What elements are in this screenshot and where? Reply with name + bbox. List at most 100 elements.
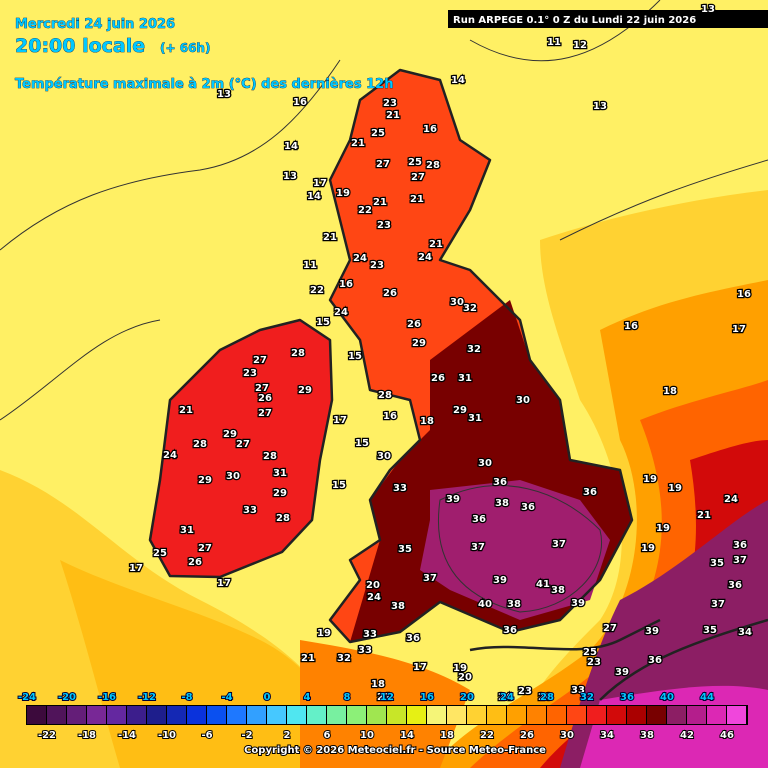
temperature-label: 13 <box>283 171 297 182</box>
temperature-label: 33 <box>393 483 407 494</box>
legend-swatch <box>107 706 126 724</box>
temperature-label: 36 <box>728 580 742 591</box>
legend-swatch <box>367 706 386 724</box>
legend-swatch <box>487 706 506 724</box>
temperature-label: 35 <box>703 625 717 636</box>
legend-swatch <box>447 706 466 724</box>
temperature-label: 19 <box>336 188 350 199</box>
temperature-label: 16 <box>293 97 307 108</box>
temperature-label: 25 <box>371 128 385 139</box>
temperature-label: 29 <box>223 429 237 440</box>
legend-bottom-label: 34 <box>600 730 614 741</box>
legend-swatch <box>627 706 646 724</box>
legend-bottom-label: 38 <box>640 730 654 741</box>
temperature-label: 33 <box>358 645 372 656</box>
temperature-label: 32 <box>467 344 481 355</box>
temperature-label: 39 <box>615 667 629 678</box>
legend-swatch <box>587 706 606 724</box>
temperature-label: 28 <box>538 692 552 703</box>
temperature-label: 30 <box>226 471 240 482</box>
legend-swatch <box>187 706 206 724</box>
temperature-label: 15 <box>348 351 362 362</box>
legend-swatch <box>167 706 186 724</box>
temperature-label: 23 <box>518 686 532 697</box>
temperature-label: 36 <box>406 633 420 644</box>
temperature-label: 16 <box>383 411 397 422</box>
temperature-label: 38 <box>391 601 405 612</box>
legend-swatch <box>127 706 146 724</box>
legend-swatch <box>667 706 686 724</box>
temperature-label: 20 <box>458 672 472 683</box>
color-scale: -24 -20 -16 -12 -8 -4 0 4 8 12 16 20 24 28 32 36 40 44-22… <box>17 691 748 742</box>
legend-top-label: 20 <box>460 692 474 703</box>
temperature-label: 17 <box>217 578 231 589</box>
temperature-label: 21 <box>410 194 424 205</box>
temperature-label: 23 <box>370 260 384 271</box>
temperature-label: 30 <box>478 458 492 469</box>
legend-top-label: 44 <box>700 692 714 703</box>
temperature-label: 16 <box>737 289 751 300</box>
temperature-label: 24 <box>353 253 367 264</box>
legend-bottom-label: -6 <box>201 730 212 741</box>
legend-top-label: 24 <box>500 692 514 703</box>
temperature-label: 27 <box>253 355 267 366</box>
legend-bottom-label: -22 <box>38 730 56 741</box>
legend-top-label: -16 <box>98 692 116 703</box>
legend-bottom-label: 14 <box>400 730 414 741</box>
legend-swatch <box>47 706 66 724</box>
legend-top-label: -24 <box>18 692 36 703</box>
legend-bottom-label: -14 <box>118 730 136 741</box>
temperature-label: 21 <box>301 653 315 664</box>
legend-swatch <box>567 706 586 724</box>
temperature-label: 21 <box>377 692 391 703</box>
temperature-label: 29 <box>198 475 212 486</box>
temperature-label: 39 <box>645 626 659 637</box>
temperature-label: 36 <box>733 540 747 551</box>
temperature-label: 21 <box>697 510 711 521</box>
temperature-label: 12 <box>573 40 587 51</box>
run-box <box>448 10 768 28</box>
temperature-label: 14 <box>307 191 321 202</box>
run-info: Run ARPEGE 0.1° 0 Z du Lundi 22 juin 202… <box>453 15 696 26</box>
temperature-label: 21 <box>323 232 337 243</box>
legend-top-label: 8 <box>344 692 351 703</box>
legend-swatch <box>607 706 626 724</box>
temperature-label: 18 <box>371 679 385 690</box>
legend-swatch <box>407 706 426 724</box>
temperature-label: 33 <box>243 505 257 516</box>
temperature-label: 26 <box>383 288 397 299</box>
temperature-label: 34 <box>738 627 752 638</box>
temperature-label: 22 <box>358 205 372 216</box>
legend-swatch <box>727 706 746 724</box>
temperature-label: 18 <box>663 386 677 397</box>
temperature-label: 15 <box>332 480 346 491</box>
legend-bottom-label: 42 <box>680 730 694 741</box>
temperature-label: 31 <box>468 413 482 424</box>
temperature-label: 24 <box>163 450 177 461</box>
temperature-label: 17 <box>333 415 347 426</box>
legend-top-label: 40 <box>660 692 674 703</box>
temperature-label: 18 <box>420 416 434 427</box>
temperature-label: 36 <box>503 625 517 636</box>
temperature-label: 33 <box>363 629 377 640</box>
legend-swatch <box>287 706 306 724</box>
temperature-label: 24 <box>418 252 432 263</box>
legend-swatch <box>527 706 546 724</box>
legend-swatch <box>387 706 406 724</box>
legend-swatch <box>707 706 726 724</box>
legend-top-label: 32 <box>580 692 594 703</box>
temperature-label: 27 <box>236 439 250 450</box>
temperature-label: 29 <box>412 338 426 349</box>
temperature-label: 38 <box>495 498 509 509</box>
temperature-label: 21 <box>429 239 443 250</box>
temperature-label: 13 <box>217 89 231 100</box>
lead-time: (+ 66h) <box>160 41 210 55</box>
temperature-label: 38 <box>507 599 521 610</box>
temperature-label: 32 <box>337 653 351 664</box>
temperature-label: 37 <box>711 599 725 610</box>
temperature-label: 37 <box>423 573 437 584</box>
legend-bottom-label: 26 <box>520 730 534 741</box>
temperature-label: 19 <box>656 523 670 534</box>
legend-bottom-label: 10 <box>360 730 374 741</box>
